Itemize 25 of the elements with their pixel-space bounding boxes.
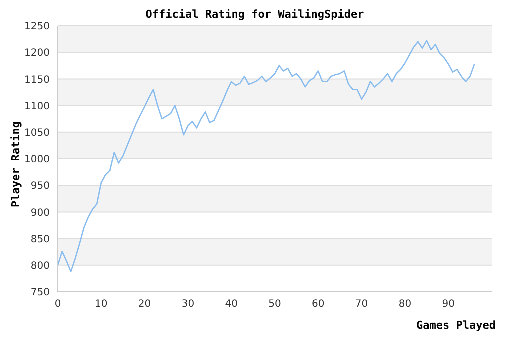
y-tick-label: 1150 (24, 74, 50, 86)
y-tick-label: 1100 (24, 101, 50, 112)
x-tick-label: 70 (355, 299, 368, 310)
chart-title: Official Rating for WailingSpider (144, 8, 366, 21)
y-tick-label: 850 (30, 234, 50, 246)
x-tick-label: 0 (54, 299, 62, 310)
y-tick-label: 1050 (24, 128, 50, 139)
y-tick-label: 1250 (24, 22, 50, 33)
x-tick-label: 10 (95, 299, 108, 310)
y-tick-label: 900 (30, 208, 50, 219)
y-tick-label: 1200 (24, 48, 50, 60)
x-tick-label: 90 (442, 299, 455, 310)
y-tick-label: 800 (30, 260, 50, 272)
y-tick-label: 1000 (24, 154, 50, 166)
x-tick-label: 40 (225, 299, 238, 310)
x-tick-label: 30 (182, 299, 195, 310)
x-tick-label: 50 (268, 299, 282, 310)
x-tick-label: 60 (312, 299, 325, 310)
x-tick-label: 20 (138, 299, 152, 310)
y-tick-label: 750 (30, 288, 50, 299)
line-series (58, 40, 476, 272)
x-tick-label: 80 (398, 299, 412, 310)
y-tick-label: 950 (30, 181, 50, 192)
x-axis-title: Games Played (416, 319, 496, 332)
y-axis-title: Player Rating (10, 120, 22, 210)
